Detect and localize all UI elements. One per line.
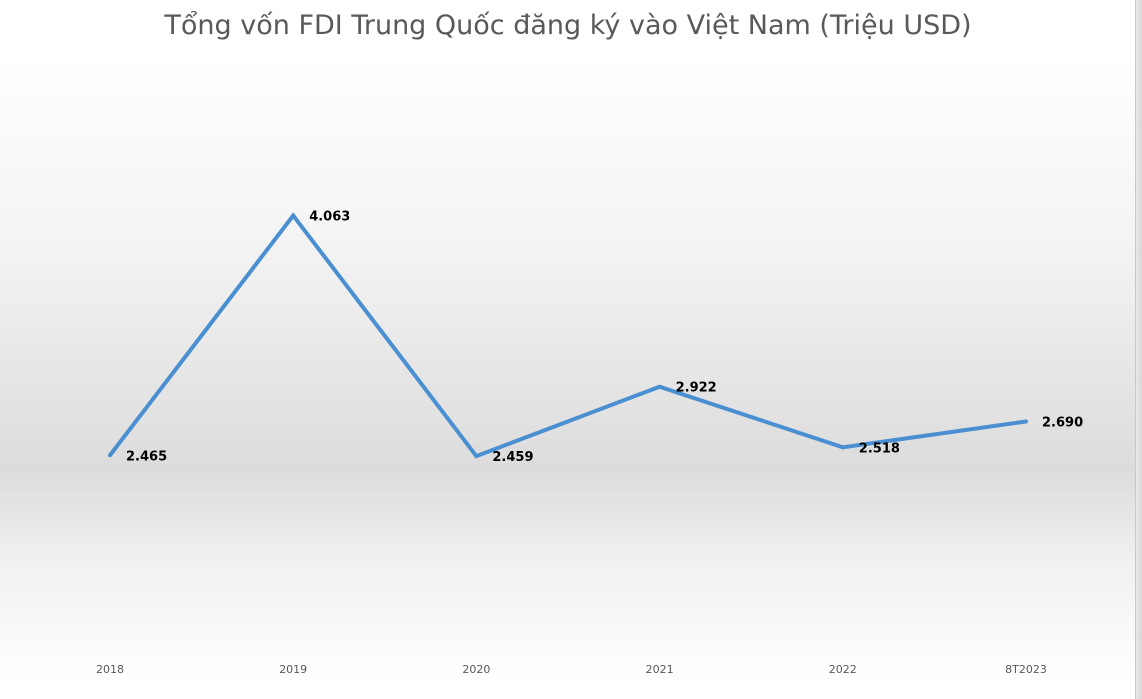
data-point: [840, 445, 845, 450]
data-label: 2.465: [126, 449, 167, 464]
x-tick-label: 2020: [462, 663, 490, 676]
data-point: [291, 213, 296, 218]
data-label: 2.518: [859, 441, 900, 456]
x-tick-label: 2022: [829, 663, 857, 676]
data-point: [1024, 419, 1028, 424]
x-tick-label: 8T2023: [1005, 663, 1047, 676]
data-label: 4.063: [309, 210, 350, 225]
data-point: [657, 384, 662, 389]
x-tick-label: 2019: [279, 663, 307, 676]
data-label: 2.459: [492, 450, 533, 465]
window-edge: [1135, 0, 1142, 699]
data-point: [108, 453, 112, 458]
series-line: [108, 212, 1027, 459]
data-point: [474, 454, 479, 459]
x-tick-label: 2018: [96, 663, 124, 676]
data-label: 2.690: [1042, 416, 1083, 431]
data-label: 2.922: [676, 381, 717, 396]
chart-title: Tổng vốn FDI Trung Quốc đăng ký vào Việt…: [164, 10, 972, 41]
x-tick-label: 2021: [646, 663, 674, 676]
